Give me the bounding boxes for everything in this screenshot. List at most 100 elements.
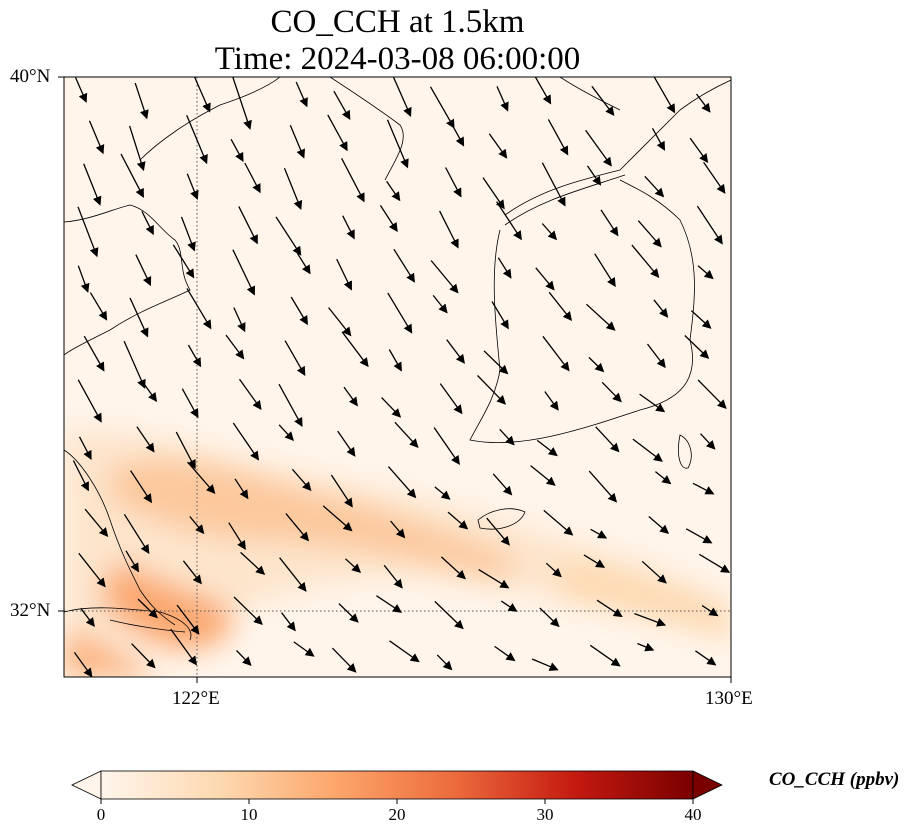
wind-arrow <box>695 93 711 113</box>
wind-arrow <box>588 470 618 503</box>
wind-arrow <box>653 77 676 114</box>
wind-arrow <box>186 115 208 165</box>
wind-arrow <box>595 426 620 453</box>
colorbar-tick-40: 40 <box>684 805 702 824</box>
wind-arrow <box>290 296 308 326</box>
wind-arrow <box>283 168 303 211</box>
wind-arrow <box>545 562 562 578</box>
wind-arrow <box>637 642 655 652</box>
wind-arrow <box>88 120 105 155</box>
wind-arrow <box>696 205 723 245</box>
wind-arrow <box>376 595 403 613</box>
wind-arrow <box>482 177 505 210</box>
map-title: CO_CCH at 1.5km <box>270 4 525 40</box>
wind-arrow <box>136 426 155 453</box>
wind-arrow <box>331 647 357 673</box>
wind-arrow <box>128 125 146 172</box>
wind-arrow <box>327 114 348 152</box>
wind-arrow <box>343 386 358 407</box>
wind-arrow <box>590 528 608 539</box>
wind-arrow <box>634 612 667 627</box>
wind-arrow <box>430 260 459 294</box>
wind-arrow <box>654 471 672 485</box>
wind-arrow <box>386 180 401 202</box>
wind-arrow <box>541 162 566 207</box>
wind-arrow <box>234 478 249 500</box>
wind-arrow <box>228 522 246 551</box>
wind-arrow <box>176 604 200 635</box>
wind-arrow <box>278 424 294 442</box>
lat-label-32n: 32°N <box>10 600 51 621</box>
wind-arrow <box>123 513 150 555</box>
wind-arrow <box>594 253 616 288</box>
wind-arrow <box>342 215 355 240</box>
colorbar-tick-30: 30 <box>536 805 554 824</box>
wind-arrow <box>446 339 465 364</box>
wind-arrow <box>131 643 156 669</box>
wind-arrow <box>695 650 717 666</box>
wind-arrow <box>322 505 353 532</box>
wind-arrow <box>692 482 715 495</box>
wind-arrow <box>644 175 665 198</box>
wind-arrow <box>589 644 621 667</box>
colorbar-min-extend <box>71 770 102 800</box>
wind-arrow <box>337 430 356 457</box>
wind-arrow <box>333 90 351 121</box>
wind-arrow <box>632 438 663 462</box>
wind-arrow <box>187 344 202 368</box>
wind-arrow <box>497 257 512 279</box>
wind-arrow <box>285 513 310 542</box>
wind-arrow <box>84 508 109 537</box>
wind-arrow <box>543 509 574 536</box>
wind-arrow <box>653 299 669 318</box>
wind-arrow <box>478 569 510 589</box>
wind-arrow <box>583 554 606 568</box>
wind-arrow <box>700 433 716 450</box>
wind-arrow <box>387 466 417 499</box>
wind-arrow <box>585 129 612 167</box>
wind-arrow <box>180 216 196 252</box>
wind-arrow <box>491 301 509 330</box>
wind-arrow <box>697 265 714 280</box>
colorbar-tick-10: 10 <box>240 805 258 824</box>
wind-arrow <box>244 162 261 194</box>
lon-label-122e: 122°E <box>172 688 220 709</box>
coastlines <box>64 77 731 641</box>
wind-arrow <box>330 474 353 508</box>
wind-arrow <box>379 205 398 233</box>
wind-arrow <box>77 265 90 293</box>
wind-arrow <box>72 460 89 492</box>
wind-arrow <box>130 470 153 504</box>
colorbar-tick-20: 20 <box>388 805 406 824</box>
wind-arrow <box>494 645 516 662</box>
wind-arrow <box>275 216 302 256</box>
wind-arrow <box>383 564 403 589</box>
wind-arrow <box>289 124 305 159</box>
wind-arrow <box>434 486 451 500</box>
wind-arrow <box>648 516 670 534</box>
wind-arrow <box>134 82 149 120</box>
wind-arrow <box>238 378 262 410</box>
wind-arrow <box>233 307 246 333</box>
wind-arrow <box>690 310 712 329</box>
wind-arrow <box>187 461 216 494</box>
wind-arrow <box>89 292 108 321</box>
wind-arrow <box>388 349 402 372</box>
wind-arrow <box>137 598 158 619</box>
wind-arrow <box>488 133 508 159</box>
wind-arrow <box>496 86 509 112</box>
wind-arrow <box>120 153 144 198</box>
wind-arrow <box>336 258 353 291</box>
wind-arrow <box>486 517 510 546</box>
wind-arrow <box>232 249 256 296</box>
wind-arrow <box>591 85 615 117</box>
wind-arrow <box>596 599 623 618</box>
wind-arrow <box>141 211 154 236</box>
wind-arrow <box>601 381 622 403</box>
wind-arrow <box>586 165 602 186</box>
wind-arrow <box>439 383 463 415</box>
wind-arrow <box>125 550 139 573</box>
wind-arrow <box>193 77 211 113</box>
wind-arrow <box>80 607 95 628</box>
wind-arrow <box>539 607 560 628</box>
